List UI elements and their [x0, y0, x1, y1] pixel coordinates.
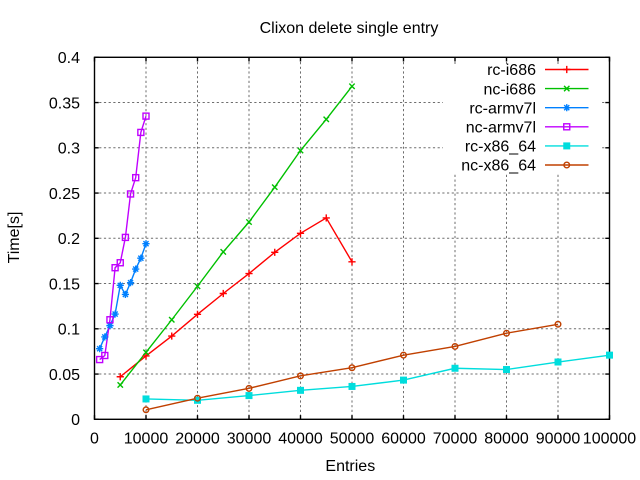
svg-text:0.4: 0.4: [58, 50, 80, 67]
svg-text:Clixon delete single entry: Clixon delete single entry: [260, 20, 439, 37]
svg-text:nc-armv7l: nc-armv7l: [466, 120, 536, 137]
svg-text:40000: 40000: [278, 431, 323, 448]
svg-text:50000: 50000: [330, 431, 375, 448]
svg-text:0.15: 0.15: [49, 276, 80, 293]
svg-text:0.3: 0.3: [58, 141, 80, 158]
svg-text:70000: 70000: [433, 431, 478, 448]
svg-text:100000: 100000: [583, 431, 636, 448]
svg-text:0.2: 0.2: [58, 231, 80, 248]
svg-text:rc-armv7l: rc-armv7l: [469, 100, 536, 117]
svg-text:80000: 80000: [484, 431, 529, 448]
svg-text:Time[s]: Time[s]: [6, 212, 23, 264]
svg-text:10000: 10000: [124, 431, 169, 448]
svg-text:30000: 30000: [227, 431, 272, 448]
svg-text:0.1: 0.1: [58, 322, 80, 339]
svg-text:rc-x86_64: rc-x86_64: [465, 139, 536, 156]
svg-text:0: 0: [90, 431, 99, 448]
svg-text:Entries: Entries: [325, 458, 375, 475]
svg-text:nc-i686: nc-i686: [484, 81, 537, 98]
svg-text:0: 0: [71, 412, 80, 429]
svg-text:0.35: 0.35: [49, 95, 80, 112]
svg-text:20000: 20000: [175, 431, 220, 448]
svg-text:60000: 60000: [381, 431, 426, 448]
svg-text:0.25: 0.25: [49, 186, 80, 203]
svg-text:rc-i686: rc-i686: [487, 62, 536, 79]
svg-text:nc-x86_64: nc-x86_64: [461, 158, 536, 175]
svg-text:90000: 90000: [536, 431, 581, 448]
svg-text:0.05: 0.05: [49, 367, 80, 384]
